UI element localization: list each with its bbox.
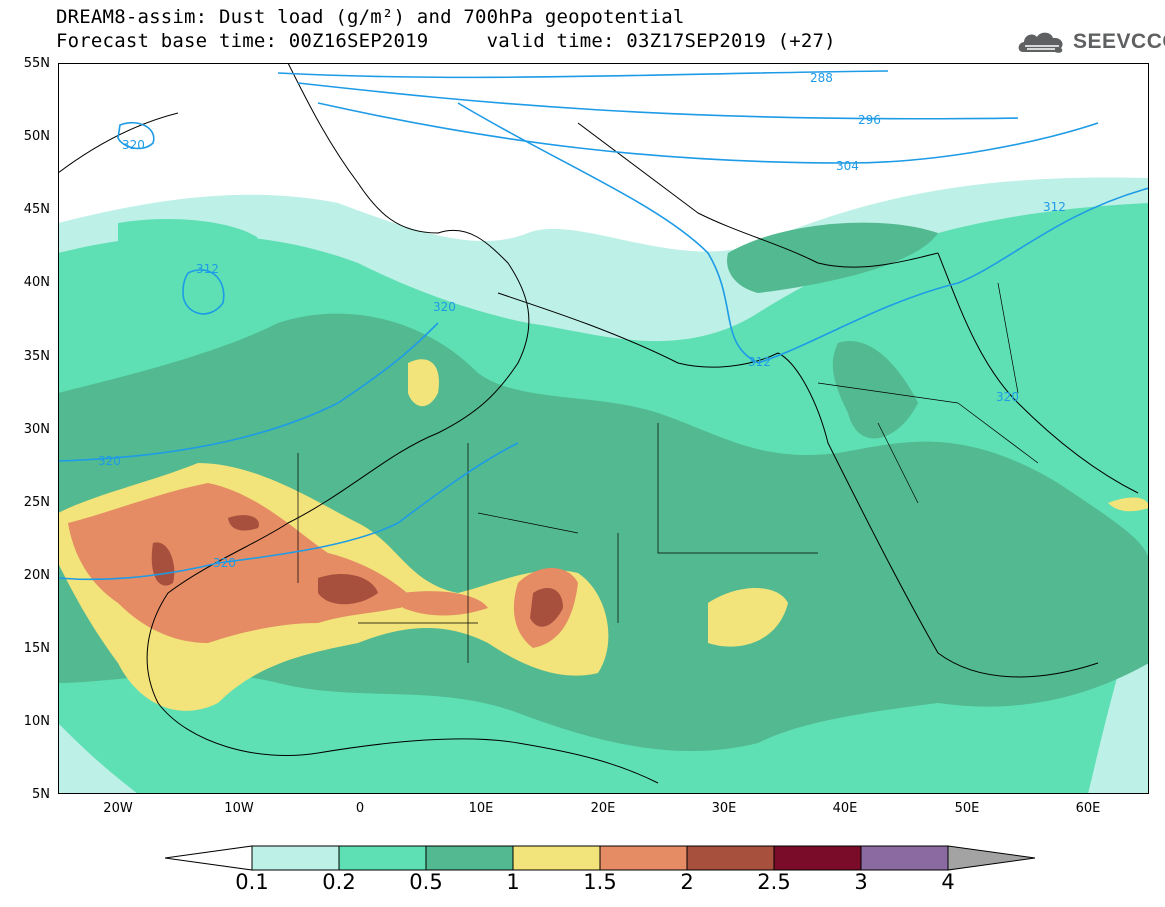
lat-label: 30N — [23, 422, 50, 437]
colorbar-swatch — [947, 845, 1036, 871]
lon-label: 50E — [954, 801, 980, 816]
contour-label: 304 — [836, 159, 859, 173]
map-canvas: 288 296 304 312 312 312 320 320 320 320 … — [58, 63, 1149, 794]
contour-label: 320 — [213, 556, 236, 570]
geopotential-contours — [58, 70, 1149, 581]
lat-label: 25N — [23, 495, 50, 510]
cloud-logo-icon — [1018, 32, 1063, 53]
colorbar-swatch — [164, 845, 253, 871]
colorbar-swatch — [686, 845, 775, 871]
contour-label: 288 — [810, 71, 833, 85]
dust-map[interactable]: 288 296 304 312 312 312 320 320 320 320 … — [58, 63, 1149, 794]
contour-label: 320 — [98, 454, 121, 468]
lat-label: 50N — [23, 129, 50, 144]
map-subtitle: Forecast base time: 00Z16SEP2019 valid t… — [56, 30, 836, 52]
contour-label: 296 — [858, 113, 881, 127]
colorbar-swatch — [425, 845, 514, 871]
colorbar-label: 0.5 — [409, 870, 443, 894]
map-title: DREAM8-assim: Dust load (g/m²) and 700hP… — [56, 6, 685, 28]
colorbar — [164, 845, 1045, 875]
colorbar-label: 1 — [506, 870, 520, 894]
contour-label: 312 — [196, 262, 219, 276]
colorbar-bar — [164, 845, 1036, 871]
contour-label: 312 — [748, 355, 771, 369]
lon-label: 0 — [355, 801, 365, 816]
colorbar-label: 0.2 — [322, 870, 356, 894]
lat-label: 15N — [23, 641, 50, 656]
contour-label: 312 — [1043, 200, 1066, 214]
lat-label: 55N — [23, 56, 50, 71]
lon-label: 10E — [468, 801, 494, 816]
colorbar-label: 0.1 — [235, 870, 269, 894]
lon-label: 20W — [103, 801, 133, 816]
contour-label: 320 — [122, 138, 145, 152]
lat-label: 35N — [23, 349, 50, 364]
contour-label: 320 — [433, 300, 456, 314]
colorbar-swatch — [860, 845, 949, 871]
contour-label: 320 — [996, 390, 1019, 404]
contour-labels: 288 296 304 312 312 312 320 320 320 320 … — [98, 71, 1066, 570]
lon-label: 20E — [590, 801, 616, 816]
lat-label: 40N — [23, 275, 50, 290]
dust-shading-orange — [68, 483, 578, 648]
colorbar-label: 4 — [941, 870, 955, 894]
colorbar-label: 1.5 — [583, 870, 617, 894]
lat-label: 10N — [23, 714, 50, 729]
colorbar-swatch — [599, 845, 688, 871]
dust-shading-brown — [151, 515, 563, 627]
lon-label: 10W — [224, 801, 254, 816]
lon-label: 40E — [832, 801, 858, 816]
lon-label: 30E — [711, 801, 737, 816]
logo-text: SEEVCCC — [1073, 30, 1165, 53]
lat-label: 5N — [32, 787, 50, 802]
colorbar-swatch — [512, 845, 601, 871]
colorbar-swatch — [773, 845, 862, 871]
seevccc-logo: SEEVCCC — [1015, 26, 1165, 58]
lon-label: 60E — [1075, 801, 1101, 816]
coastlines — [58, 63, 1139, 784]
country-borders — [297, 282, 1039, 663]
lat-label: 45N — [23, 202, 50, 217]
lat-label: 20N — [23, 568, 50, 583]
colorbar-swatch — [338, 845, 427, 871]
colorbar-swatch — [251, 845, 340, 871]
colorbar-label: 3 — [854, 870, 868, 894]
colorbar-label: 2.5 — [757, 870, 791, 894]
colorbar-label: 2 — [680, 870, 694, 894]
